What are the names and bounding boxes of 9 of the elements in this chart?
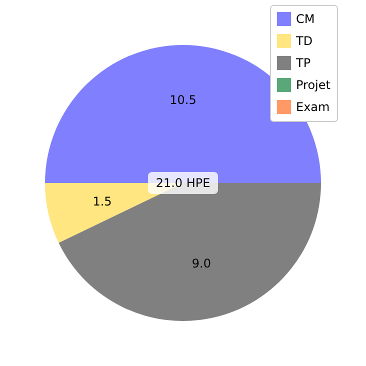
data-label: 9.0 [192, 256, 211, 271]
legend-label: TD [295, 34, 313, 48]
data-label: 10.5 [170, 93, 196, 108]
text: 21.0 HPE [156, 176, 210, 190]
legend-label: CM [296, 12, 315, 26]
data-label: 1.5 [92, 194, 112, 208]
legend-label: Projet [296, 78, 331, 92]
legend-label: TP [295, 56, 311, 70]
legend-label: Exam [296, 100, 330, 114]
